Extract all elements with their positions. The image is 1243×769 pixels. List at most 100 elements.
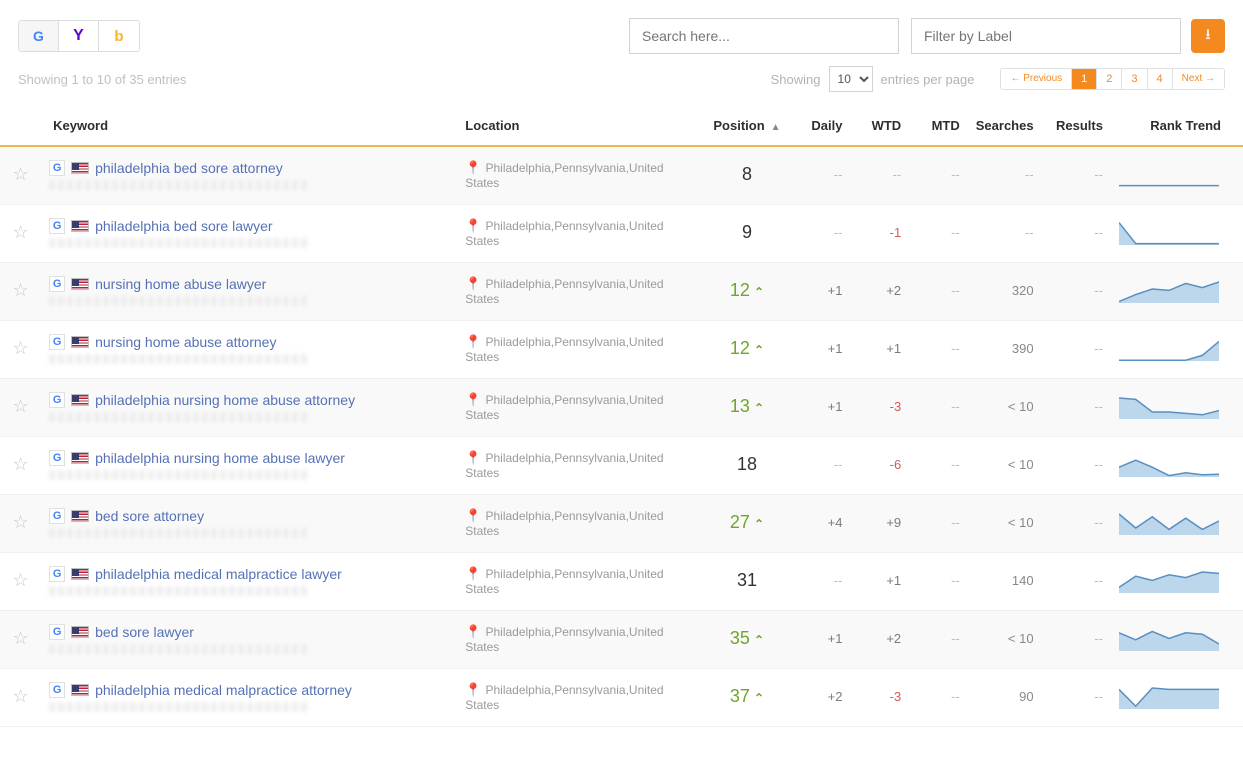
favorite-star[interactable]: ☆: [0, 205, 41, 263]
results-cell: --: [1042, 553, 1111, 611]
arrow-up-icon: ⌃: [754, 285, 764, 299]
location-pin-icon: 📍: [465, 624, 481, 639]
col-keyword[interactable]: Keyword: [41, 108, 457, 146]
keyword-link[interactable]: philadelphia medical malpractice attorne…: [95, 682, 352, 698]
table-row: ☆Gnursing home abuse lawyer📍Philadelphia…: [0, 263, 1243, 321]
searches-cell: < 10: [968, 611, 1042, 669]
position-cell: 9: [702, 205, 791, 263]
favorite-star[interactable]: ☆: [0, 437, 41, 495]
page-2[interactable]: 2: [1097, 69, 1122, 89]
engine-tab-bing[interactable]: b: [99, 21, 139, 51]
download-button[interactable]: ⭳: [1191, 19, 1225, 53]
sort-asc-icon: ▲: [771, 122, 781, 133]
keyword-link[interactable]: bed sore attorney: [95, 508, 204, 524]
flag-us-icon: [71, 510, 89, 522]
keyword-cell: Gnursing home abuse attorney: [41, 321, 457, 379]
col-wtd[interactable]: WTD: [850, 108, 909, 146]
keyword-cell: Gphiladelphia nursing home abuse lawyer: [41, 437, 457, 495]
search-input[interactable]: [629, 18, 899, 54]
table-row: ☆Gbed sore attorney📍Philadelphia,Pennsyl…: [0, 495, 1243, 553]
keyword-cell: Gphiladelphia medical malpractice attorn…: [41, 669, 457, 727]
keyword-link[interactable]: nursing home abuse attorney: [95, 334, 276, 350]
col-location[interactable]: Location: [457, 108, 702, 146]
daily-cell: +1: [792, 611, 851, 669]
arrow-up-icon: ⌃: [754, 633, 764, 647]
daily-cell: +2: [792, 669, 851, 727]
location-cell: 📍Philadelphia,Pennsylvania,United States: [457, 205, 702, 263]
per-page-label-right: entries per page: [881, 72, 975, 87]
wtd-cell: +9: [850, 495, 909, 553]
keyword-url-blur: [49, 354, 309, 364]
searches-cell: 140: [968, 553, 1042, 611]
location-cell: 📍Philadelphia,Pennsylvania,United States: [457, 553, 702, 611]
mtd-cell: --: [909, 205, 968, 263]
position-cell: 35⌃: [702, 611, 791, 669]
results-cell: --: [1042, 611, 1111, 669]
location-cell: 📍Philadelphia,Pennsylvania,United States: [457, 263, 702, 321]
favorite-star[interactable]: ☆: [0, 263, 41, 321]
col-mtd[interactable]: MTD: [909, 108, 968, 146]
searches-cell: --: [968, 205, 1042, 263]
arrow-up-icon: ⌃: [754, 401, 764, 415]
engine-tab-google[interactable]: G: [19, 21, 59, 51]
flag-us-icon: [71, 684, 89, 696]
keyword-link[interactable]: nursing home abuse lawyer: [95, 276, 266, 292]
col-position[interactable]: Position▲: [702, 108, 791, 146]
favorite-star[interactable]: ☆: [0, 321, 41, 379]
mtd-cell: --: [909, 495, 968, 553]
results-cell: --: [1042, 495, 1111, 553]
results-cell: --: [1042, 669, 1111, 727]
table-row: ☆Gphiladelphia medical malpractice lawye…: [0, 553, 1243, 611]
keyword-link[interactable]: bed sore lawyer: [95, 624, 194, 640]
spark-chart: [1119, 565, 1219, 593]
results-cell: --: [1042, 263, 1111, 321]
results-cell: --: [1042, 146, 1111, 205]
table-row: ☆Gphiladelphia nursing home abuse lawyer…: [0, 437, 1243, 495]
location-pin-icon: 📍: [465, 160, 481, 175]
favorite-star[interactable]: ☆: [0, 669, 41, 727]
page-1[interactable]: 1: [1072, 69, 1097, 89]
keyword-link[interactable]: philadelphia nursing home abuse attorney: [95, 392, 355, 408]
wtd-cell: -3: [850, 379, 909, 437]
daily-cell: --: [792, 146, 851, 205]
location-pin-icon: 📍: [465, 566, 481, 581]
keyword-link[interactable]: philadelphia nursing home abuse lawyer: [95, 450, 345, 466]
spark-chart: [1119, 159, 1219, 187]
trend-cell: [1111, 437, 1243, 495]
keyword-url-blur: [49, 702, 309, 712]
download-icon: ⭳: [1205, 24, 1210, 49]
table-row: ☆Gphiladelphia bed sore lawyer📍Philadelp…: [0, 205, 1243, 263]
favorite-star[interactable]: ☆: [0, 379, 41, 437]
mtd-cell: --: [909, 146, 968, 205]
filter-by-label-input[interactable]: [911, 18, 1181, 54]
spark-chart: [1119, 507, 1219, 535]
mtd-cell: --: [909, 379, 968, 437]
engine-tab-yahoo[interactable]: Y: [59, 21, 99, 51]
wtd-cell: +1: [850, 321, 909, 379]
favorite-star[interactable]: ☆: [0, 495, 41, 553]
keyword-url-blur: [49, 412, 309, 422]
col-results[interactable]: Results: [1042, 108, 1111, 146]
favorite-star[interactable]: ☆: [0, 553, 41, 611]
col-searches[interactable]: Searches: [968, 108, 1042, 146]
keyword-cell: Gphiladelphia medical malpractice lawyer: [41, 553, 457, 611]
spark-chart: [1119, 681, 1219, 709]
keyword-link[interactable]: philadelphia bed sore lawyer: [95, 218, 272, 234]
keyword-url-blur: [49, 528, 309, 538]
page-3[interactable]: 3: [1122, 69, 1147, 89]
page-4[interactable]: 4: [1148, 69, 1173, 89]
keyword-url-blur: [49, 644, 309, 654]
searches-cell: --: [968, 146, 1042, 205]
col-daily[interactable]: Daily: [792, 108, 851, 146]
page-previous[interactable]: ← Previous: [1001, 69, 1072, 89]
keyword-link[interactable]: philadelphia bed sore attorney: [95, 160, 283, 176]
spark-chart: [1119, 275, 1219, 303]
favorite-star[interactable]: ☆: [0, 146, 41, 205]
per-page-select[interactable]: 10: [829, 66, 873, 92]
col-trend[interactable]: Rank Trend: [1111, 108, 1243, 146]
page-next[interactable]: Next →: [1173, 69, 1224, 89]
keyword-link[interactable]: philadelphia medical malpractice lawyer: [95, 566, 342, 582]
arrow-up-icon: ⌃: [754, 517, 764, 531]
spark-chart: [1119, 623, 1219, 651]
favorite-star[interactable]: ☆: [0, 611, 41, 669]
